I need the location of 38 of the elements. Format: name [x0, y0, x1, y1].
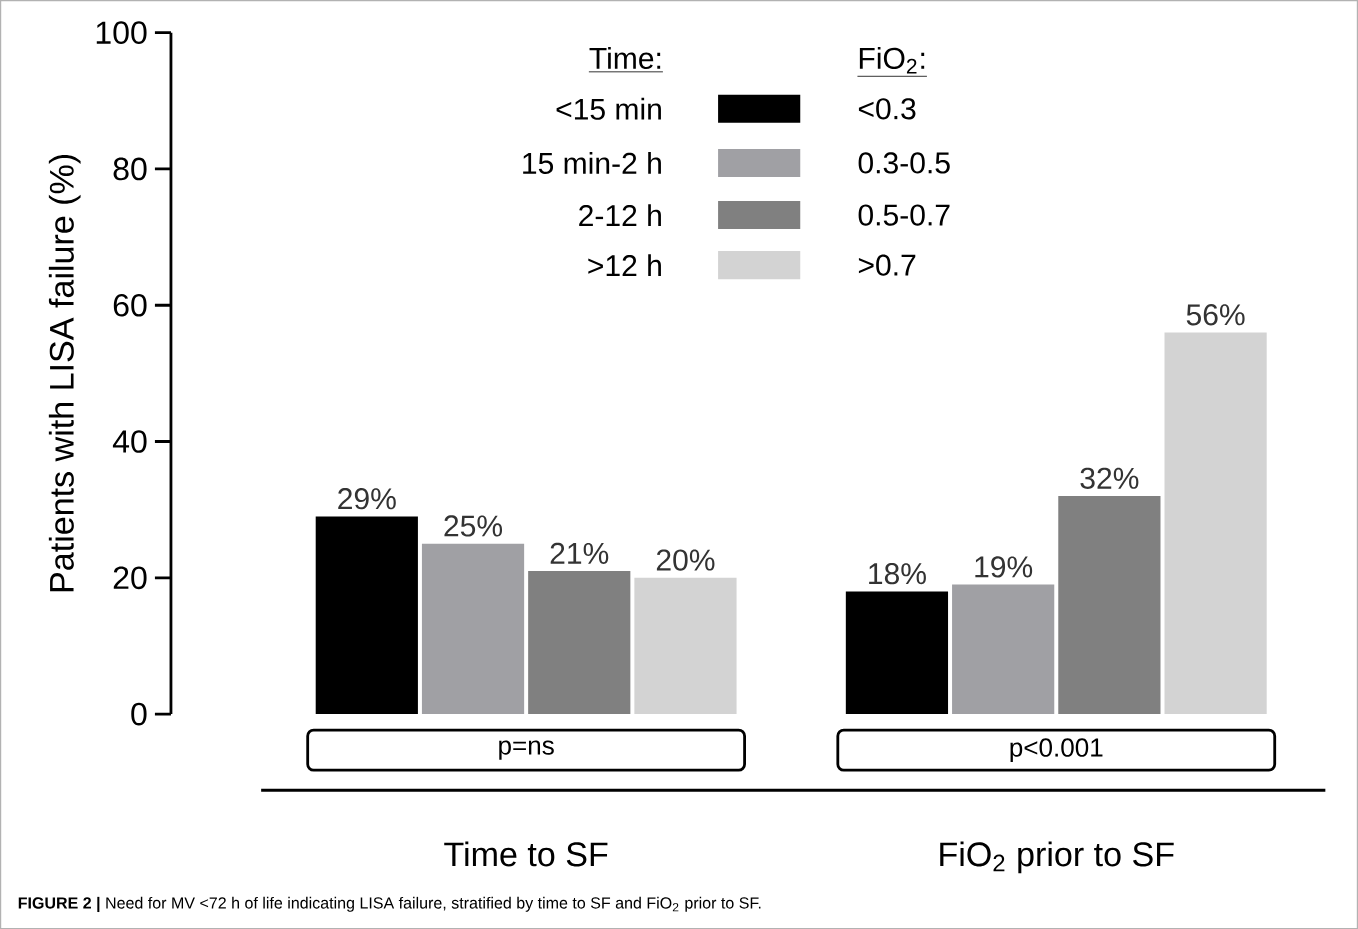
- legend-label: 15 min-2 h: [523, 151, 661, 174]
- annotation: FiO$_{2}$:: [859, 46, 925, 74]
- bar: [634, 577, 737, 715]
- legend-title: Time:: [589, 46, 661, 69]
- annotation: 0.5-0.7: [858, 204, 950, 226]
- bar: [421, 543, 525, 715]
- bar: [528, 570, 631, 715]
- y-tick-label: 60: [113, 293, 147, 317]
- annotation: <0.3: [858, 98, 916, 120]
- data-label: 32%: [1080, 467, 1139, 489]
- data-label: 25%: [444, 515, 503, 537]
- y-tick-label: 20: [113, 566, 147, 590]
- x-tick-label: FiO$_{2}$ prior to SF: [940, 841, 1174, 874]
- bar: [845, 591, 949, 715]
- legend-label: >12 h: [588, 254, 661, 276]
- data-label: 19%: [975, 556, 1033, 578]
- y-tick-label: 40: [112, 430, 147, 453]
- text: p<0.001: [1010, 738, 1103, 762]
- bar: [315, 516, 418, 715]
- data-label: 56%: [1186, 304, 1245, 326]
- y-axis-title: Patients with LISA failure (%): [48, 154, 81, 592]
- bar: [952, 584, 1055, 715]
- annotation: >0.7: [858, 254, 916, 276]
- data-label: 18%: [869, 563, 926, 585]
- bar: [1058, 495, 1161, 715]
- text: p=ns: [499, 740, 554, 760]
- text: FIGURE 2 | Need for MV <72 h of life indicating LISA failure, stratified by time to SF and FiO$_{2}$ prior to SF.: [18, 896, 761, 912]
- data-label: 21%: [550, 542, 609, 564]
- annotation: 0.3-0.5: [858, 152, 950, 174]
- y-tick-label: 80: [113, 157, 147, 181]
- data-label: 29%: [338, 488, 396, 510]
- bar: [1164, 332, 1267, 715]
- data-label: 20%: [656, 549, 715, 571]
- y-tick-label: 100: [96, 21, 147, 44]
- legend-label: <15 min: [556, 97, 661, 120]
- x-tick-label: Time to SF: [444, 841, 608, 867]
- y-tick-label: 0: [131, 702, 147, 726]
- legend-label: 2-12 h: [579, 204, 661, 226]
